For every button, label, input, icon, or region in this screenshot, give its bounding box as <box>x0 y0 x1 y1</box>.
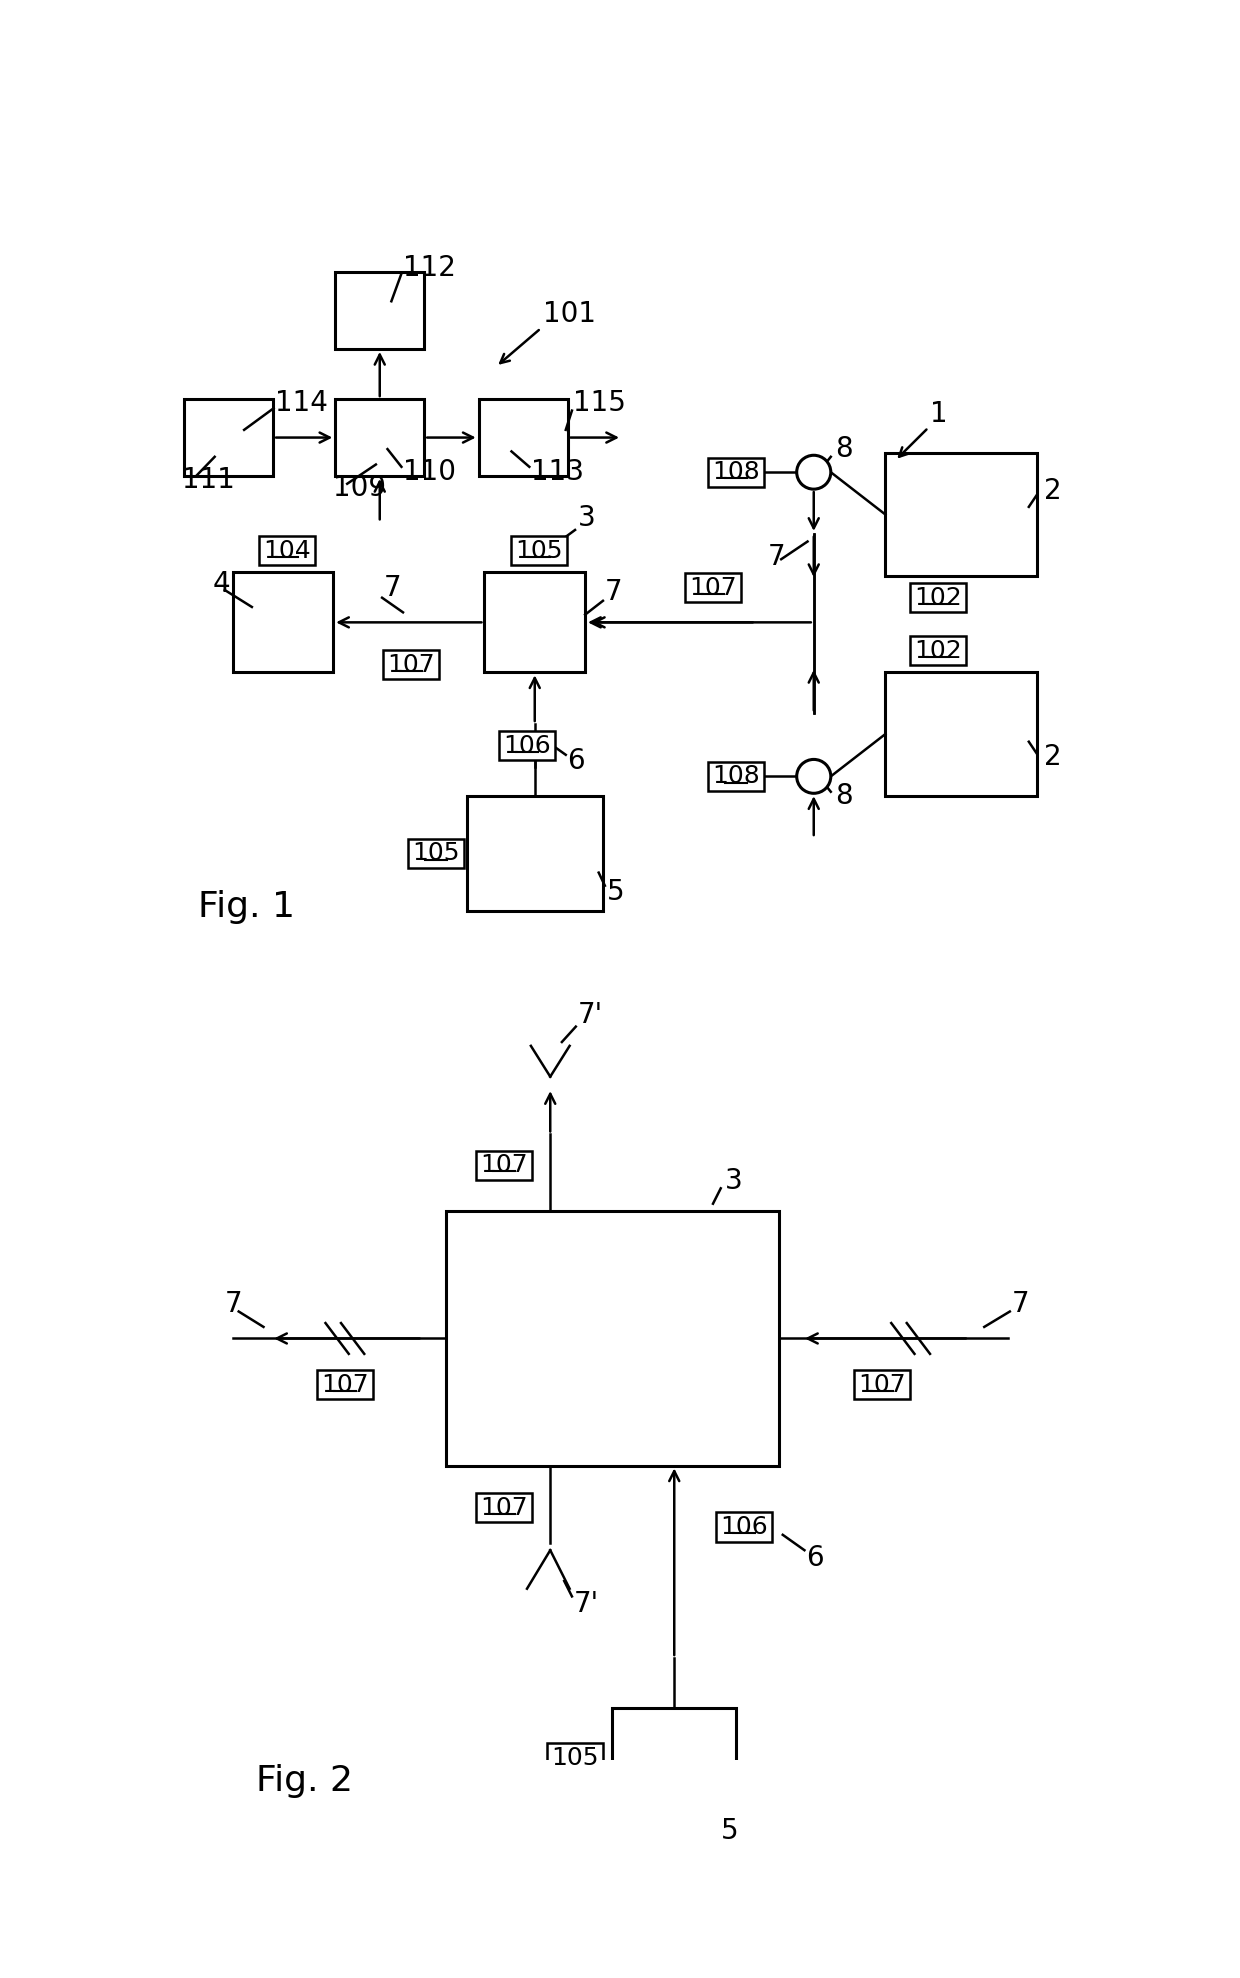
Bar <box>233 572 334 673</box>
Text: 115: 115 <box>573 390 626 417</box>
Text: 5: 5 <box>720 1818 738 1845</box>
Text: 112: 112 <box>403 253 456 283</box>
Text: 107: 107 <box>480 1495 527 1519</box>
Text: 102: 102 <box>914 585 962 609</box>
Bar <box>184 400 273 477</box>
Text: 105: 105 <box>412 841 460 864</box>
Text: 101: 101 <box>543 301 595 328</box>
Bar <box>708 762 764 791</box>
Bar <box>408 839 464 868</box>
Bar <box>476 1493 532 1523</box>
Text: 107: 107 <box>689 576 737 599</box>
Text: 106: 106 <box>720 1515 768 1539</box>
Text: 104: 104 <box>263 538 311 564</box>
Text: 7': 7' <box>573 1590 599 1618</box>
Text: 107: 107 <box>480 1153 527 1177</box>
Text: 107: 107 <box>387 653 434 676</box>
Bar <box>485 572 585 673</box>
Text: 7: 7 <box>1012 1290 1029 1317</box>
Text: 2: 2 <box>1044 744 1061 771</box>
Bar <box>317 1371 373 1398</box>
Text: 2: 2 <box>1044 477 1061 506</box>
Text: 7: 7 <box>605 578 622 605</box>
Circle shape <box>797 455 831 489</box>
Bar <box>445 1211 779 1466</box>
Text: 3: 3 <box>724 1167 743 1195</box>
Bar <box>684 574 742 603</box>
Text: 102: 102 <box>914 639 962 663</box>
Text: 108: 108 <box>712 764 760 789</box>
Text: 7: 7 <box>224 1290 242 1317</box>
Bar <box>547 1743 603 1772</box>
Text: 7: 7 <box>383 574 402 601</box>
Text: 113: 113 <box>531 459 584 487</box>
Bar <box>335 400 424 477</box>
Bar <box>910 637 966 665</box>
Text: Fig. 2: Fig. 2 <box>255 1764 352 1798</box>
Text: 108: 108 <box>712 461 760 485</box>
Bar <box>383 651 439 678</box>
Text: 107: 107 <box>321 1373 368 1396</box>
Text: 110: 110 <box>403 459 456 487</box>
Text: 5: 5 <box>606 878 624 906</box>
Text: 3: 3 <box>578 504 595 532</box>
Bar <box>498 732 556 760</box>
Text: 111: 111 <box>182 467 236 494</box>
Text: 105: 105 <box>552 1747 599 1770</box>
Bar <box>717 1513 771 1541</box>
Text: 8: 8 <box>836 781 853 809</box>
Bar <box>910 584 966 613</box>
Text: 109: 109 <box>334 473 387 502</box>
Bar <box>476 1151 532 1179</box>
Bar <box>335 273 424 348</box>
Text: 6: 6 <box>567 748 585 775</box>
Text: 7': 7' <box>578 1001 603 1029</box>
Bar <box>708 457 764 487</box>
Text: 6: 6 <box>806 1545 823 1573</box>
Text: 114: 114 <box>275 390 329 417</box>
Text: 105: 105 <box>515 538 563 564</box>
Text: 1: 1 <box>930 400 947 429</box>
Text: 4: 4 <box>213 570 231 597</box>
Bar <box>854 1371 910 1398</box>
Text: 107: 107 <box>858 1373 905 1396</box>
Circle shape <box>797 760 831 793</box>
Bar <box>885 453 1037 576</box>
Bar <box>259 536 315 566</box>
Bar <box>511 536 567 566</box>
Text: Fig. 1: Fig. 1 <box>197 890 295 924</box>
Bar <box>467 795 603 912</box>
Text: 106: 106 <box>503 734 551 758</box>
Bar <box>613 1709 737 1808</box>
Text: 8: 8 <box>836 435 853 463</box>
Text: 7: 7 <box>768 542 785 572</box>
Bar <box>479 400 568 477</box>
Bar <box>885 673 1037 795</box>
